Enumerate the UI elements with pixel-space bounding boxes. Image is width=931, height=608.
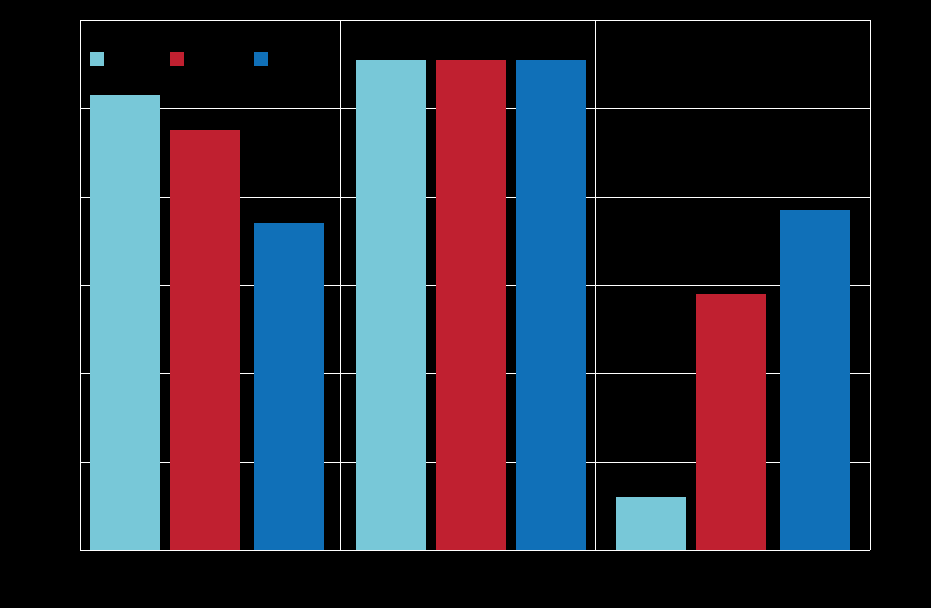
bar — [90, 95, 160, 550]
plot-area — [0, 0, 931, 608]
bar — [356, 60, 426, 550]
bar — [516, 60, 586, 550]
bar — [616, 497, 686, 550]
bar — [170, 130, 240, 550]
legend-swatch — [90, 52, 104, 66]
bar-chart — [0, 0, 931, 608]
bar — [696, 294, 766, 550]
legend-swatch — [170, 52, 184, 66]
bar — [780, 210, 850, 550]
bar — [436, 60, 506, 550]
legend-swatch — [254, 52, 268, 66]
bar — [254, 223, 324, 550]
